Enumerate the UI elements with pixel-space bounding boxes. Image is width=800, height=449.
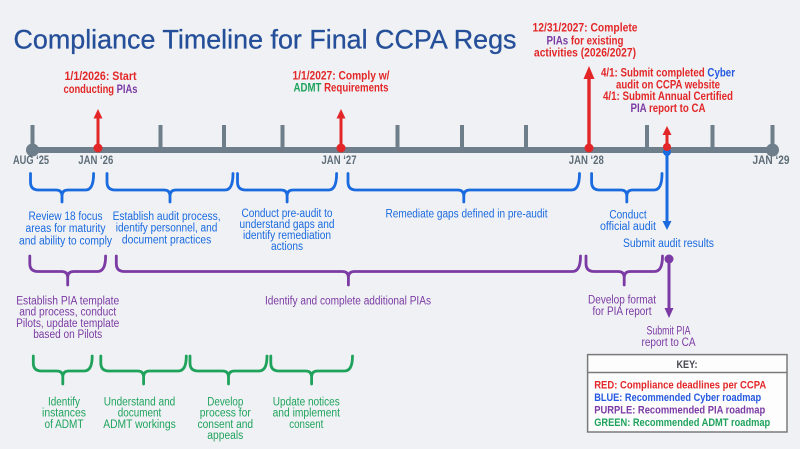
svg-text:PIA report to CA: PIA report to CA (631, 103, 706, 115)
svg-text:JAN ‘28: JAN ‘28 (569, 155, 605, 167)
svg-text:Establish audit process,: Establish audit process, (113, 211, 221, 223)
svg-text:12/31/2027: Complete: 12/31/2027: Complete (533, 23, 638, 35)
svg-text:RED: Compliance deadlines per: RED: Compliance deadlines per CCPA (594, 380, 766, 392)
svg-text:PURPLE: Recommended PIA roadma: PURPLE: Recommended PIA roadmap (594, 404, 765, 416)
svg-text:BLUE: Recommended Cyber roadma: BLUE: Recommended Cyber roadmap (594, 392, 761, 404)
svg-text:1/1/2027: Comply w/: 1/1/2027: Comply w/ (293, 71, 391, 83)
svg-text:GREEN: Recommended ADMT roadma: GREEN: Recommended ADMT roadmap (594, 417, 770, 429)
svg-text:Compliance Timeline for Final: Compliance Timeline for Final CCPA Regs (14, 24, 517, 54)
svg-text:areas for maturity: areas for maturity (26, 223, 106, 235)
svg-text:Update notices: Update notices (273, 397, 340, 409)
svg-text:audit on CCPA website: audit on CCPA website (616, 79, 720, 91)
svg-text:document practices: document practices (122, 235, 212, 247)
svg-text:based on Pilots: based on Pilots (33, 329, 102, 341)
svg-text:actions: actions (271, 241, 303, 253)
svg-text:Submit audit results: Submit audit results (623, 238, 714, 250)
svg-text:for PIA report: for PIA report (593, 306, 653, 318)
svg-text:Identify and complete addition: Identify and complete additional PIAs (265, 295, 431, 307)
svg-text:KEY:: KEY: (677, 359, 698, 371)
svg-text:Understand and: Understand and (104, 397, 176, 409)
svg-text:Remediate gaps defined in pre-: Remediate gaps defined in pre-audit (386, 208, 549, 220)
svg-text:conducting PIAs: conducting PIAs (64, 84, 138, 96)
svg-text:ADMT workings: ADMT workings (103, 419, 176, 431)
svg-text:PIAs for existing: PIAs for existing (547, 35, 624, 47)
svg-text:consent and: consent and (198, 419, 254, 431)
svg-text:and process, conduct: and process, conduct (19, 307, 117, 319)
svg-text:identify remediation: identify remediation (243, 230, 331, 242)
svg-text:Develop format: Develop format (588, 294, 657, 306)
svg-text:AUG ‘25: AUG ‘25 (13, 155, 49, 167)
svg-text:consent: consent (289, 419, 324, 431)
svg-text:Establish PIA template: Establish PIA template (16, 295, 119, 307)
svg-text:Conduct pre-audit to: Conduct pre-audit to (242, 208, 333, 220)
svg-text:activities (2026/2027): activities (2026/2027) (534, 47, 636, 59)
svg-text:Develop: Develop (207, 397, 243, 409)
svg-text:Submit PIA: Submit PIA (647, 325, 691, 337)
svg-text:official audit: official audit (600, 221, 657, 233)
svg-text:and implement: and implement (273, 408, 341, 420)
svg-text:Identify: Identify (48, 397, 80, 409)
svg-text:understand gaps and: understand gaps and (240, 219, 335, 231)
svg-text:4/1: Submit completed Cyber: 4/1: Submit completed Cyber (601, 68, 735, 80)
svg-text:instances: instances (42, 408, 86, 420)
svg-text:JAN ‘29: JAN ‘29 (753, 155, 790, 167)
svg-text:of ADMT: of ADMT (45, 419, 84, 431)
svg-text:4/1: Submit Annual Certified: 4/1: Submit Annual Certified (603, 91, 733, 103)
svg-text:1/1/2026: Start: 1/1/2026: Start (65, 71, 137, 83)
svg-text:ADMT Requirements: ADMT Requirements (294, 83, 389, 95)
svg-text:JAN ‘27: JAN ‘27 (322, 155, 357, 167)
svg-text:process for: process for (200, 408, 251, 420)
svg-text:document: document (118, 408, 162, 420)
svg-text:appeals: appeals (207, 430, 243, 442)
svg-text:report to CA: report to CA (642, 337, 696, 349)
svg-text:identify personnel, and: identify personnel, and (116, 223, 218, 235)
svg-text:Pilots, update template: Pilots, update template (16, 318, 119, 330)
svg-text:Review 18 focus: Review 18 focus (29, 211, 103, 223)
svg-text:JAN ‘26: JAN ‘26 (78, 155, 113, 167)
svg-text:Conduct: Conduct (609, 209, 647, 221)
svg-text:and ability to comply: and ability to comply (19, 235, 112, 247)
